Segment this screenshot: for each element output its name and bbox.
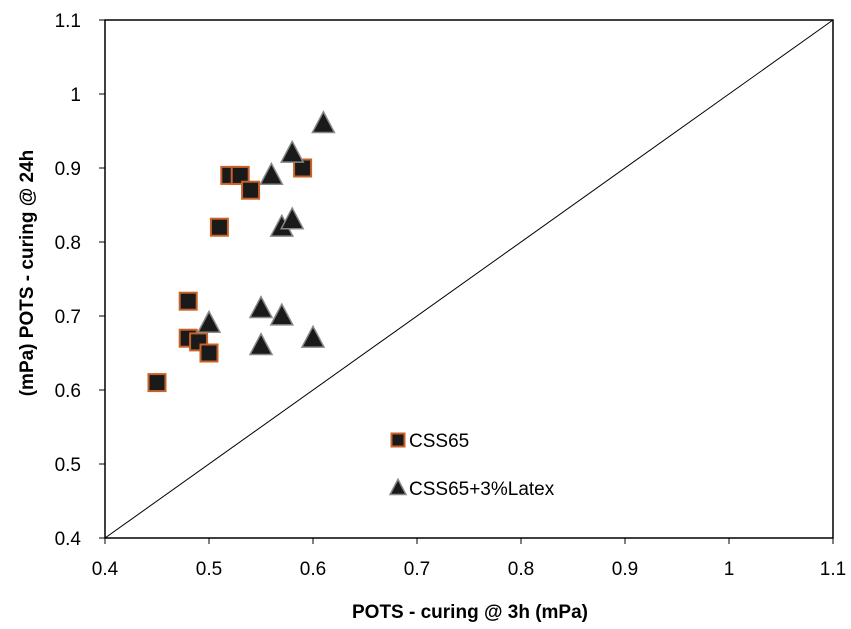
x-axis-title: POTS - curing @ 3h (mPa) [352, 602, 588, 623]
y-tick-label: 0.4 [55, 529, 82, 550]
css65-point [178, 291, 198, 311]
css65-latex-point [259, 161, 284, 186]
y-tick-label: 1 [70, 85, 81, 106]
y-tick-label: 0.9 [55, 159, 81, 180]
css65-latex-point [248, 295, 274, 319]
css65-latex-point [269, 302, 295, 326]
css65-point [209, 217, 229, 237]
plot-area: 0.4 0.5 0.6 0.7 0.8 0.9 1 1.1 0.4 0.5 0.6 0.7 0.8 0.9… [55, 11, 847, 580]
css65-latex-point [279, 139, 305, 163]
y-tick-label: 0.6 [55, 381, 81, 402]
x-tick-label: 1.1 [820, 559, 846, 580]
y-tick-label: 1.1 [55, 11, 81, 32]
reference-line [104, 19, 834, 539]
x-tick-label: 0.6 [300, 559, 326, 580]
css65-point [241, 180, 261, 200]
y-tick-label: 0.8 [55, 233, 81, 254]
x-tick-label: 0.9 [612, 559, 638, 580]
y-tick-label: 0.7 [55, 307, 81, 328]
x-tick-label: 0.7 [404, 559, 430, 580]
css65-latex-point [196, 309, 222, 334]
legend-css65-latex-marker [388, 477, 408, 496]
css65-latex-point [248, 332, 274, 356]
legend-css65-marker [390, 432, 406, 448]
legend-css65-label: CSS65 [409, 431, 469, 452]
x-tick-label: 0.8 [508, 559, 534, 580]
css65-point [147, 373, 167, 393]
x-tick-label: 0.4 [92, 559, 119, 580]
plot-frame [104, 19, 834, 539]
css65-point [199, 343, 219, 363]
x-tick-label: 0.5 [196, 559, 222, 580]
css65-latex-point [300, 324, 326, 348]
y-tick-label: 0.5 [55, 455, 81, 476]
x-tick-label: 1 [724, 559, 735, 580]
legend-css65-latex-label: CSS65+3%Latex [409, 479, 555, 500]
css65-latex-point [279, 206, 305, 230]
css65-point [230, 165, 250, 185]
y-axis-title: (mPa) POTS - curing @ 24h [17, 150, 38, 397]
css65-latex-point [311, 110, 336, 134]
